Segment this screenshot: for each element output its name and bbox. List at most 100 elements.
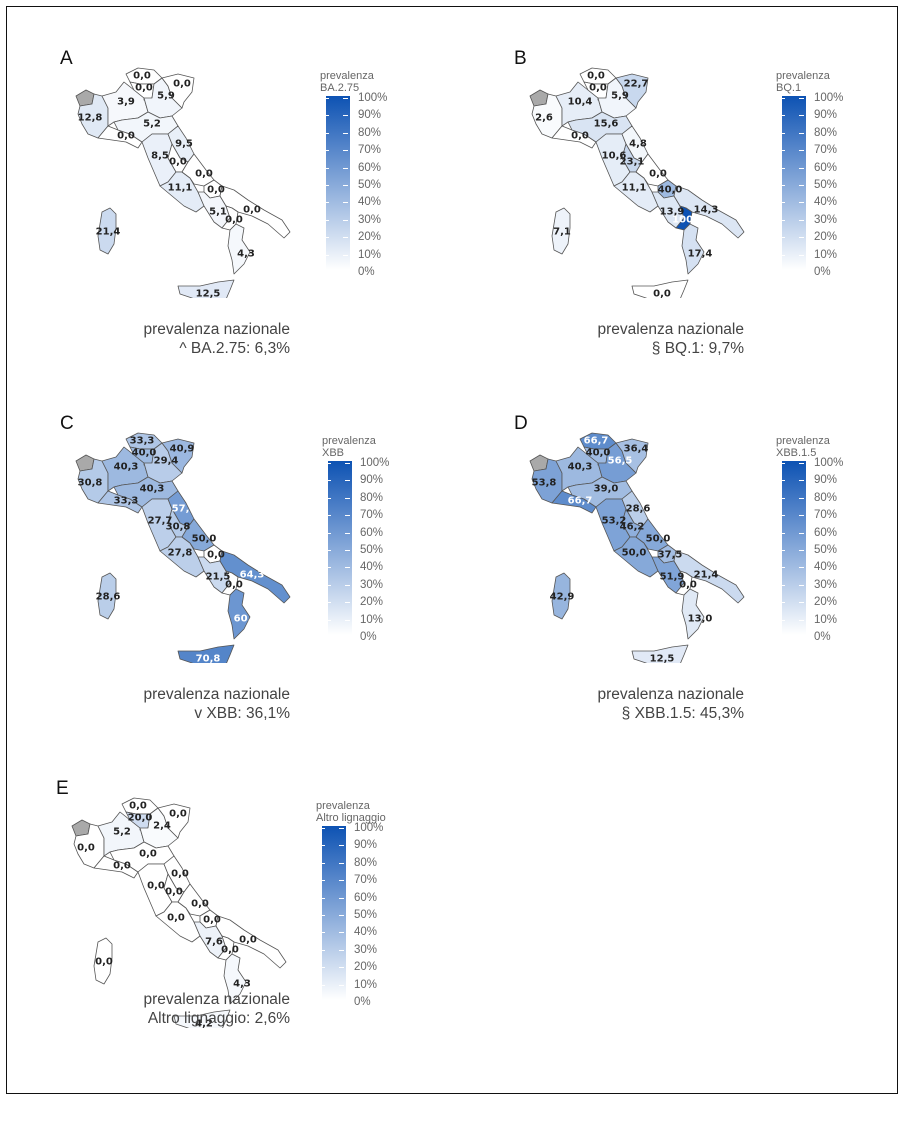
legend-tick-label: 20%	[814, 596, 838, 609]
legend: prevalenza Altro lignaggio 100% 90% 80% 70%…	[316, 800, 386, 1008]
region-calabria	[681, 223, 705, 275]
region-value-lazio: 27,8	[168, 548, 193, 559]
region-value-bolzano: 0,0	[587, 71, 605, 82]
panel-c: C 30,8 33,3 40,3 33,3 40,0 29,4 40,9 40,3 27,7 57…	[60, 413, 460, 763]
region-value-lazio: 50,0	[622, 548, 647, 559]
region-valle-daosta	[529, 454, 549, 472]
region-value-marche: 9,5	[175, 139, 193, 150]
region-value-abruzzo: 50,0	[192, 534, 217, 545]
region-value-puglia: 21,4	[694, 570, 719, 581]
national-prevalence-caption: prevalenza nazionale v XBB: 36,1%	[0, 685, 291, 723]
region-value-sicilia: 12,5	[196, 289, 221, 299]
region-value-umbria: 0,0	[169, 157, 187, 168]
region-sardegna	[551, 207, 571, 255]
legend-tick-label: 80%	[354, 856, 378, 869]
region-friuli	[615, 438, 649, 474]
region-value-calabria: 4,3	[233, 979, 251, 990]
region-value-veneto: 2,4	[153, 821, 171, 832]
legend-title: prevalenza	[316, 800, 370, 812]
region-value-umbria: 0,0	[165, 887, 183, 898]
region-value-liguria: 0,0	[117, 131, 135, 142]
legend-tick-label: 70%	[814, 144, 838, 157]
region-valle-daosta	[71, 819, 91, 837]
legend-tick-label: 60%	[814, 526, 838, 539]
legend-tick-label: 60%	[814, 161, 838, 174]
region-value-campania: 13,9	[660, 207, 685, 218]
region-value-puglia: 0,0	[243, 205, 261, 216]
legend-tick-label: 60%	[360, 526, 384, 539]
region-friuli	[161, 438, 195, 474]
region-friuli	[161, 73, 195, 109]
legend-tick-label: 100%	[814, 457, 844, 469]
legend-tick-label: 100%	[814, 92, 844, 104]
region-sardegna	[97, 207, 117, 255]
region-friuli	[157, 803, 191, 839]
caption-value: ^ BA.2.75: 6,3%	[179, 340, 290, 357]
legend-variant: BQ.1	[776, 82, 802, 94]
region-value-sicilia: 70,8	[196, 654, 221, 664]
region-calabria	[227, 223, 251, 275]
legend-tick-label: 70%	[360, 509, 384, 522]
region-value-calabria: 60,9	[234, 614, 259, 625]
national-prevalence-caption: prevalenza nazionale Altro lignaggio: 2,…	[0, 990, 291, 1028]
region-value-marche: 4,8	[629, 139, 647, 150]
region-value-sicilia: 4,2	[195, 1019, 213, 1029]
region-value-abruzzo: 0,0	[191, 899, 209, 910]
legend-tick-label: 20%	[360, 596, 384, 609]
region-value-sardegna: 42,9	[550, 592, 575, 603]
panel-b: B 2,6 0,0 10,4 0,0 0,0 5,9 22,7 15,6 10,6 4,8 23,1…	[514, 48, 904, 398]
region-value-campania: 51,9	[660, 572, 685, 583]
legend-tick-label: 20%	[358, 231, 382, 244]
region-value-sardegna: 21,4	[96, 227, 121, 238]
region-value-sicilia: 0,0	[653, 289, 671, 299]
legend-tick-label: 70%	[358, 144, 382, 157]
region-value-emilia: 5,2	[143, 119, 161, 130]
legend-tick-label: 30%	[360, 578, 384, 591]
region-value-piemonte: 12,8	[78, 113, 103, 124]
region-sardegna	[551, 572, 571, 620]
panel-letter: A	[60, 48, 73, 69]
legend-tick-label: 40%	[358, 196, 382, 209]
panel-a: A 12,8 0,0 3,9 0,0 0,0 5,9 0,0 5,2 8,5 9,5 0,0 11,1…	[60, 48, 460, 398]
region-sardegna	[97, 572, 117, 620]
legend: prevalenza XBB 100% 90% 80% 70% 60% 50% 40% 30%…	[322, 435, 389, 643]
legend-tick-label: 100%	[358, 92, 388, 104]
legend-tick-label: 80%	[360, 491, 384, 504]
legend-tick-label: 90%	[354, 839, 378, 852]
panel-e: E 0,0 0,0 5,2 0,0 20,0 2,4 0,0 0,0 0,0 0,0 0,0 0,0 0…	[56, 778, 456, 1128]
legend-tick-label: 100%	[360, 457, 390, 469]
region-value-toscana: 0,0	[147, 881, 165, 892]
region-sardegna	[93, 937, 113, 985]
region-valle-daosta	[75, 454, 95, 472]
region-value-bolzano: 33,3	[130, 436, 155, 447]
region-sicilia	[177, 644, 235, 663]
region-value-basilicata: 0,0	[221, 945, 239, 956]
panel-letter: B	[514, 48, 527, 69]
region-value-umbria: 30,8	[166, 522, 191, 533]
region-value-friuli: 40,9	[170, 444, 195, 455]
region-value-basilicata: 0,0	[225, 580, 243, 591]
legend-variant: BA.2.75	[320, 82, 360, 94]
region-value-bolzano: 0,0	[133, 71, 151, 82]
region-value-calabria: 13,0	[688, 614, 713, 625]
panel-letter: E	[56, 778, 69, 799]
legend-tick-label: 40%	[814, 561, 838, 574]
region-value-sardegna: 28,6	[96, 592, 121, 603]
region-value-lombardia: 10,4	[568, 97, 593, 108]
region-value-friuli: 22,7	[624, 79, 649, 90]
region-value-veneto: 5,9	[157, 91, 175, 102]
legend-tick-label: 70%	[354, 874, 378, 887]
region-sicilia	[173, 1009, 231, 1028]
legend-tick-label: 30%	[354, 943, 378, 956]
legend-tick-label: 90%	[358, 109, 382, 122]
region-value-puglia: 64,3	[240, 570, 265, 581]
legend-tick-label: 40%	[814, 196, 838, 209]
region-value-veneto: 56,5	[608, 456, 633, 467]
region-value-calabria: 17,4	[688, 249, 713, 260]
region-value-sardegna: 7,1	[553, 227, 571, 238]
legend-variant: XBB	[322, 447, 345, 459]
panel-letter: D	[514, 413, 528, 434]
region-value-liguria: 33,3	[114, 496, 139, 507]
legend-tick-label: 10%	[360, 613, 384, 626]
region-value-basilicata: 0,0	[679, 580, 697, 591]
